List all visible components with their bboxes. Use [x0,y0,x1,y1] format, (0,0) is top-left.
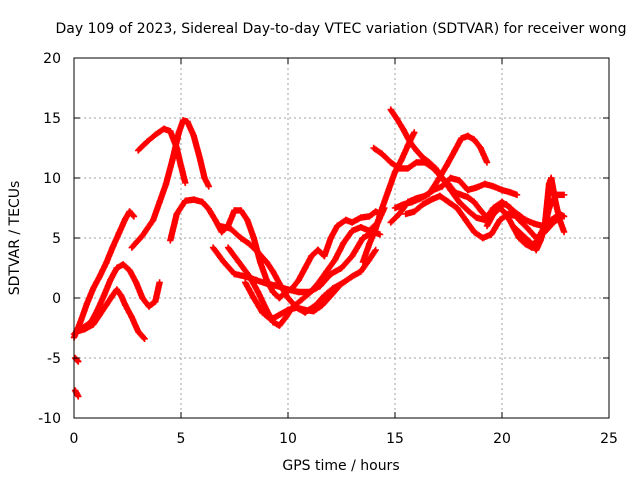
series-track-10 [242,279,343,323]
series-track-3 [72,286,148,342]
data-points [70,106,568,400]
data-point-marker [554,191,568,198]
series-track-15 [391,132,491,212]
data-point-marker [152,279,163,305]
y-tick-label: 5 [52,231,61,247]
y-tick-label: -5 [47,351,61,367]
data-point-marker [507,189,521,198]
series-track-13 [370,144,566,242]
series-track-5 [135,125,189,186]
data-point-marker [201,174,212,190]
data-point-marker [426,177,441,197]
y-tick-label: 0 [52,291,61,307]
data-point-marker [139,216,157,239]
data-point-marker [556,216,568,236]
data-point-marker [366,246,379,263]
data-point-marker [126,208,138,220]
data-point-marker [220,258,238,278]
series-track-18 [509,174,568,254]
data-point-marker [254,249,270,266]
data-point-marker [338,252,356,272]
x-tick-label: 5 [177,431,186,447]
data-point-marker [71,354,82,365]
data-point-marker [312,292,328,309]
y-tick-label: 15 [43,111,61,127]
series-track-19 [71,354,82,400]
y-tick-label: 10 [43,171,61,187]
axes: 0 5 10 15 20 25 -10 -5 0 5 10 15 20 [38,51,618,447]
chart-title: Day 109 of 2023, Sidereal Day-to-day VTE… [56,21,627,37]
data-point-marker [235,258,253,280]
data-point-marker [541,180,553,230]
data-point-marker [209,244,227,266]
data-point-marker [224,244,242,266]
series-track-2 [70,261,163,338]
data-point-marker [340,227,356,246]
data-point-marker [128,232,146,251]
series-track-1 [70,208,138,341]
x-axis-title: GPS time / hours [282,458,399,474]
data-point-marker [227,225,245,242]
series-track-11 [359,129,418,266]
data-point-marker [177,162,189,186]
x-tick-label: 20 [493,431,511,447]
y-axis-title: SDTVAR / TECUs [7,181,23,296]
data-point-marker [447,186,463,206]
data-point-marker [135,328,148,342]
data-point-marker [306,280,322,297]
series-track-4 [128,117,212,251]
data-point-marker [319,292,334,309]
x-tick-label: 10 [279,431,297,447]
y-tick-label: 20 [43,51,61,67]
data-point-marker [190,132,204,164]
x-tick-label: 0 [70,431,79,447]
data-point-marker [453,204,469,224]
series-track-8 [216,222,379,316]
data-point-marker [316,270,334,290]
x-tick-label: 15 [386,431,404,447]
data-point-marker [477,144,491,166]
data-point-marker [162,156,176,188]
data-point-marker [462,216,478,236]
data-point-marker [71,387,82,400]
x-tick-label: 25 [600,431,618,447]
y-tick-label: -10 [38,411,61,427]
data-point-marker [173,197,189,218]
data-point-marker [327,282,343,299]
data-point-marker [323,256,339,275]
plot-frame [73,57,610,419]
